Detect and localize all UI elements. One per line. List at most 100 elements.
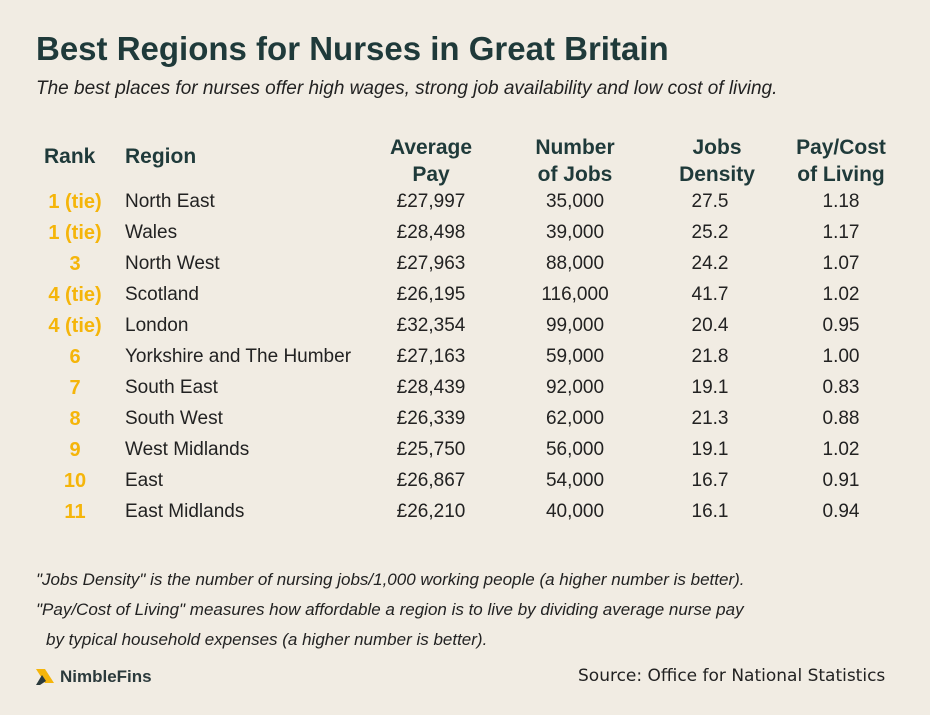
header-average-pay: Average Pay: [371, 134, 491, 188]
cell-pay-cost-of-living: 1.07: [822, 253, 860, 274]
cell-rank: 11: [64, 501, 86, 523]
cell-region: Yorkshire and The Humber: [125, 346, 352, 367]
cell-rank: 1 (tie): [48, 222, 102, 244]
header-pay-cost-of-living: Pay/Cost of Living: [781, 134, 901, 188]
cell-jobs-density: 19.1: [691, 377, 729, 398]
cell-pay-cost-of-living: 1.02: [822, 439, 860, 460]
cell-average-pay: £25,750: [396, 439, 466, 460]
cell-rank: 8: [69, 408, 81, 430]
cell-pay-cost-of-living: 0.91: [822, 470, 860, 491]
header-number-of-jobs: Number of Jobs: [515, 134, 635, 188]
cell-jobs-density: 25.2: [691, 222, 729, 243]
cell-average-pay: £26,210: [396, 501, 466, 522]
table-row: 9 West Midlands £25,750 56,000 19.1 1.02: [0, 435, 930, 466]
footnotes: "Jobs Density" is the number of nursing …: [36, 565, 745, 655]
table-row: 4 (tie) London £32,354 99,000 20.4 0.95: [0, 311, 930, 342]
cell-rank: 7: [69, 377, 81, 399]
cell-region: Wales: [125, 222, 178, 243]
cell-region: Scotland: [125, 284, 199, 305]
cell-rank: 6: [69, 346, 81, 368]
table-row: 3 North West £27,963 88,000 24.2 1.07: [0, 249, 930, 280]
cell-pay-cost-of-living: 1.00: [822, 346, 860, 367]
cell-average-pay: £27,963: [396, 253, 466, 274]
cell-jobs-density: 21.8: [691, 346, 729, 367]
cell-region: North East: [125, 191, 215, 212]
cell-jobs-density: 27.5: [691, 191, 729, 212]
cell-average-pay: £27,163: [396, 346, 466, 367]
table-body: 1 (tie) North East £27,997 35,000 27.5 1…: [0, 187, 930, 528]
cell-jobs-density: 41.7: [691, 284, 729, 305]
cell-region: South East: [125, 377, 218, 398]
brand-name: NimbleFins: [60, 667, 152, 686]
footnote-jobs-density: "Jobs Density" is the number of nursing …: [36, 570, 745, 589]
header-number-of-jobs-line2: of Jobs: [537, 163, 613, 186]
cell-number-of-jobs: 40,000: [545, 501, 605, 522]
table-row: 8 South West £26,339 62,000 21.3 0.88: [0, 404, 930, 435]
nimblefins-logo-icon: [36, 669, 54, 685]
cell-region: East Midlands: [125, 501, 245, 522]
cell-number-of-jobs: 39,000: [545, 222, 605, 243]
header-rank: Rank: [44, 145, 96, 168]
table-row: 7 South East £28,439 92,000 19.1 0.83: [0, 373, 930, 404]
header-pay-cost-of-living-line2: of Living: [797, 163, 885, 186]
cell-pay-cost-of-living: 0.94: [822, 501, 860, 522]
chart-subtitle: The best places for nurses offer high wa…: [36, 78, 778, 99]
cell-number-of-jobs: 62,000: [545, 408, 605, 429]
cell-number-of-jobs: 116,000: [541, 284, 609, 305]
cell-average-pay: £26,195: [396, 284, 466, 305]
cell-jobs-density: 20.4: [691, 315, 729, 336]
table-row: 4 (tie) Scotland £26,195 116,000 41.7 1.…: [0, 280, 930, 311]
cell-region: North West: [125, 253, 220, 274]
table-row: 11 East Midlands £26,210 40,000 16.1 0.9…: [0, 497, 930, 528]
cell-rank: 9: [69, 439, 81, 461]
cell-rank: 3: [69, 253, 81, 275]
cell-rank: 10: [63, 470, 87, 492]
header-pay-cost-of-living-line1: Pay/Cost: [796, 136, 886, 159]
cell-jobs-density: 16.1: [691, 501, 729, 522]
header-number-of-jobs-line1: Number: [535, 136, 615, 159]
cell-average-pay: £26,867: [396, 470, 466, 491]
header-jobs-density-line2: Density: [679, 163, 755, 186]
table-row: 1 (tie) Wales £28,498 39,000 25.2 1.17: [0, 218, 930, 249]
cell-region: East: [125, 470, 164, 491]
cell-number-of-jobs: 59,000: [545, 346, 605, 367]
cell-rank: 4 (tie): [48, 284, 102, 306]
cell-number-of-jobs: 99,000: [545, 315, 605, 336]
table-row: 1 (tie) North East £27,997 35,000 27.5 1…: [0, 187, 930, 218]
cell-number-of-jobs: 54,000: [545, 470, 605, 491]
cell-pay-cost-of-living: 1.17: [822, 222, 860, 243]
table-row: 6 Yorkshire and The Humber £27,163 59,00…: [0, 342, 930, 373]
cell-pay-cost-of-living: 1.18: [822, 191, 860, 212]
cell-average-pay: £28,498: [396, 222, 466, 243]
footnote-pay-cost-of-living: "Pay/Cost of Living" measures how afford…: [36, 600, 744, 619]
chart-title: Best Regions for Nurses in Great Britain: [36, 30, 669, 67]
footnote-pay-cost-of-living-cont: by typical household expenses (a higher …: [46, 630, 488, 649]
cell-jobs-density: 24.2: [691, 253, 729, 274]
cell-average-pay: £28,439: [396, 377, 466, 398]
cell-average-pay: £32,354: [396, 315, 466, 336]
cell-pay-cost-of-living: 0.83: [822, 377, 860, 398]
brand-logo: NimbleFins: [34, 667, 152, 687]
cell-number-of-jobs: 35,000: [545, 191, 605, 212]
cell-rank: 1 (tie): [48, 191, 102, 213]
source-note: Source: Office for National Statistics: [578, 666, 886, 686]
header-average-pay-line2: Pay: [412, 163, 450, 186]
cell-number-of-jobs: 56,000: [545, 439, 605, 460]
cell-pay-cost-of-living: 0.95: [822, 315, 860, 336]
table-row: 10 East £26,867 54,000 16.7 0.91: [0, 466, 930, 497]
cell-number-of-jobs: 88,000: [545, 253, 605, 274]
cell-average-pay: £27,997: [396, 191, 466, 212]
cell-number-of-jobs: 92,000: [545, 377, 605, 398]
cell-region: West Midlands: [125, 439, 250, 460]
header-jobs-density: Jobs Density: [657, 134, 777, 188]
header-region: Region: [125, 145, 197, 168]
header-average-pay-line1: Average: [389, 136, 473, 159]
cell-pay-cost-of-living: 1.02: [822, 284, 860, 305]
cell-region: London: [125, 315, 189, 336]
header-jobs-density-line1: Jobs: [692, 136, 742, 159]
cell-jobs-density: 16.7: [691, 470, 729, 491]
cell-region: South West: [125, 408, 223, 429]
cell-average-pay: £26,339: [396, 408, 466, 429]
cell-jobs-density: 19.1: [691, 439, 729, 460]
cell-rank: 4 (tie): [48, 315, 102, 337]
